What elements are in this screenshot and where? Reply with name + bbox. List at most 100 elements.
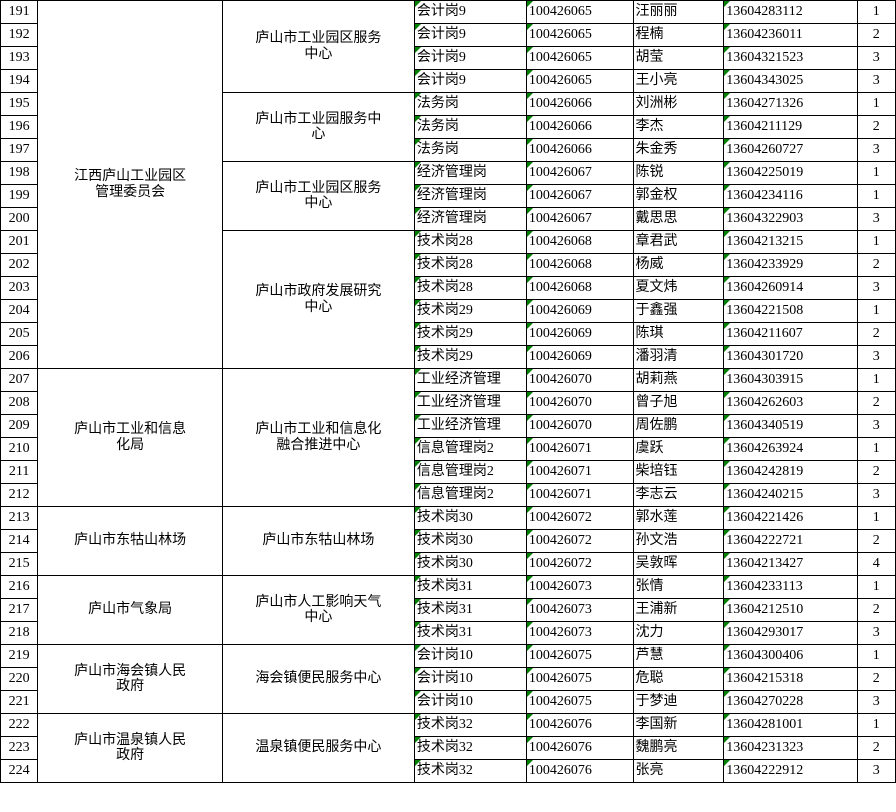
name-cell: 于鑫强 [633, 300, 724, 323]
rank-cell: 2 [857, 530, 895, 553]
table-row: 207庐山市工业和信息化局庐山市工业和信息化融合推进中心工业经济管理100426… [1, 369, 896, 392]
code-cell: 100426072 [526, 530, 633, 553]
row-index: 218 [1, 622, 38, 645]
number-cell: 13604242819 [724, 461, 857, 484]
rank-cell: 3 [857, 622, 895, 645]
rank-cell: 1 [857, 369, 895, 392]
post-cell: 法务岗 [414, 93, 526, 116]
row-index: 201 [1, 231, 38, 254]
post-cell: 技术岗29 [414, 346, 526, 369]
row-index: 192 [1, 24, 38, 47]
number-cell: 13604281001 [724, 714, 857, 737]
number-cell: 13604211607 [724, 323, 857, 346]
department-cell: 江西庐山工业园区管理委员会 [38, 1, 223, 369]
post-cell: 技术岗28 [414, 231, 526, 254]
post-cell: 技术岗31 [414, 599, 526, 622]
rank-cell: 2 [857, 668, 895, 691]
post-cell: 技术岗30 [414, 553, 526, 576]
number-cell: 13604270228 [724, 691, 857, 714]
name-cell: 柴培钰 [633, 461, 724, 484]
post-cell: 会计岗9 [414, 70, 526, 93]
post-cell: 技术岗32 [414, 760, 526, 783]
name-cell: 曾子旭 [633, 392, 724, 415]
unit-cell: 庐山市人工影响天气中心 [222, 576, 414, 645]
post-cell: 会计岗10 [414, 645, 526, 668]
rank-cell: 2 [857, 461, 895, 484]
code-cell: 100426069 [526, 323, 633, 346]
code-cell: 100426065 [526, 1, 633, 24]
post-cell: 技术岗31 [414, 622, 526, 645]
number-cell: 13604213215 [724, 231, 857, 254]
code-cell: 100426071 [526, 461, 633, 484]
name-cell: 胡莉燕 [633, 369, 724, 392]
post-cell: 技术岗28 [414, 254, 526, 277]
row-index: 194 [1, 70, 38, 93]
post-cell: 技术岗29 [414, 323, 526, 346]
number-cell: 13604283112 [724, 1, 857, 24]
name-cell: 戴思思 [633, 208, 724, 231]
post-cell: 技术岗32 [414, 714, 526, 737]
row-index: 191 [1, 1, 38, 24]
unit-cell: 庐山市工业园服务中心 [222, 93, 414, 162]
unit-cell: 庐山市政府发展研究中心 [222, 231, 414, 369]
post-cell: 信息管理岗2 [414, 438, 526, 461]
code-cell: 100426073 [526, 599, 633, 622]
rank-cell: 1 [857, 438, 895, 461]
row-index: 224 [1, 760, 38, 783]
rank-cell: 1 [857, 93, 895, 116]
table-row: 219庐山市海会镇人民政府海会镇便民服务中心会计岗10100426075芦慧13… [1, 645, 896, 668]
code-cell: 100426070 [526, 369, 633, 392]
code-cell: 100426069 [526, 300, 633, 323]
post-cell: 会计岗10 [414, 668, 526, 691]
post-cell: 工业经济管理 [414, 415, 526, 438]
post-cell: 会计岗9 [414, 47, 526, 70]
number-cell: 13604262603 [724, 392, 857, 415]
code-cell: 100426071 [526, 438, 633, 461]
unit-cell: 温泉镇便民服务中心 [222, 714, 414, 783]
row-index: 213 [1, 507, 38, 530]
number-cell: 13604300406 [724, 645, 857, 668]
code-cell: 100426073 [526, 576, 633, 599]
number-cell: 13604271326 [724, 93, 857, 116]
row-index: 195 [1, 93, 38, 116]
number-cell: 13604221426 [724, 507, 857, 530]
post-cell: 技术岗29 [414, 300, 526, 323]
number-cell: 13604240215 [724, 484, 857, 507]
code-cell: 100426071 [526, 484, 633, 507]
row-index: 204 [1, 300, 38, 323]
code-cell: 100426075 [526, 691, 633, 714]
row-index: 223 [1, 737, 38, 760]
code-cell: 100426067 [526, 208, 633, 231]
number-cell: 13604215318 [724, 668, 857, 691]
row-index: 202 [1, 254, 38, 277]
name-cell: 朱金秀 [633, 139, 724, 162]
code-cell: 100426075 [526, 668, 633, 691]
rank-cell: 3 [857, 691, 895, 714]
row-index: 215 [1, 553, 38, 576]
rank-cell: 1 [857, 162, 895, 185]
post-cell: 技术岗28 [414, 277, 526, 300]
row-index: 203 [1, 277, 38, 300]
name-cell: 张亮 [633, 760, 724, 783]
number-cell: 13604233113 [724, 576, 857, 599]
name-cell: 汪丽丽 [633, 1, 724, 24]
name-cell: 孙文浩 [633, 530, 724, 553]
post-cell: 技术岗30 [414, 530, 526, 553]
row-index: 199 [1, 185, 38, 208]
name-cell: 沈力 [633, 622, 724, 645]
code-cell: 100426072 [526, 553, 633, 576]
post-cell: 工业经济管理 [414, 369, 526, 392]
name-cell: 程楠 [633, 24, 724, 47]
name-cell: 吴敦晖 [633, 553, 724, 576]
department-cell: 庐山市东牯山林场 [38, 507, 223, 576]
department-cell: 庐山市温泉镇人民政府 [38, 714, 223, 783]
post-cell: 会计岗9 [414, 1, 526, 24]
number-cell: 13604221508 [724, 300, 857, 323]
row-index: 222 [1, 714, 38, 737]
name-cell: 于梦迪 [633, 691, 724, 714]
post-cell: 法务岗 [414, 116, 526, 139]
rank-cell: 1 [857, 645, 895, 668]
name-cell: 危聪 [633, 668, 724, 691]
code-cell: 100426076 [526, 714, 633, 737]
unit-cell: 海会镇便民服务中心 [222, 645, 414, 714]
